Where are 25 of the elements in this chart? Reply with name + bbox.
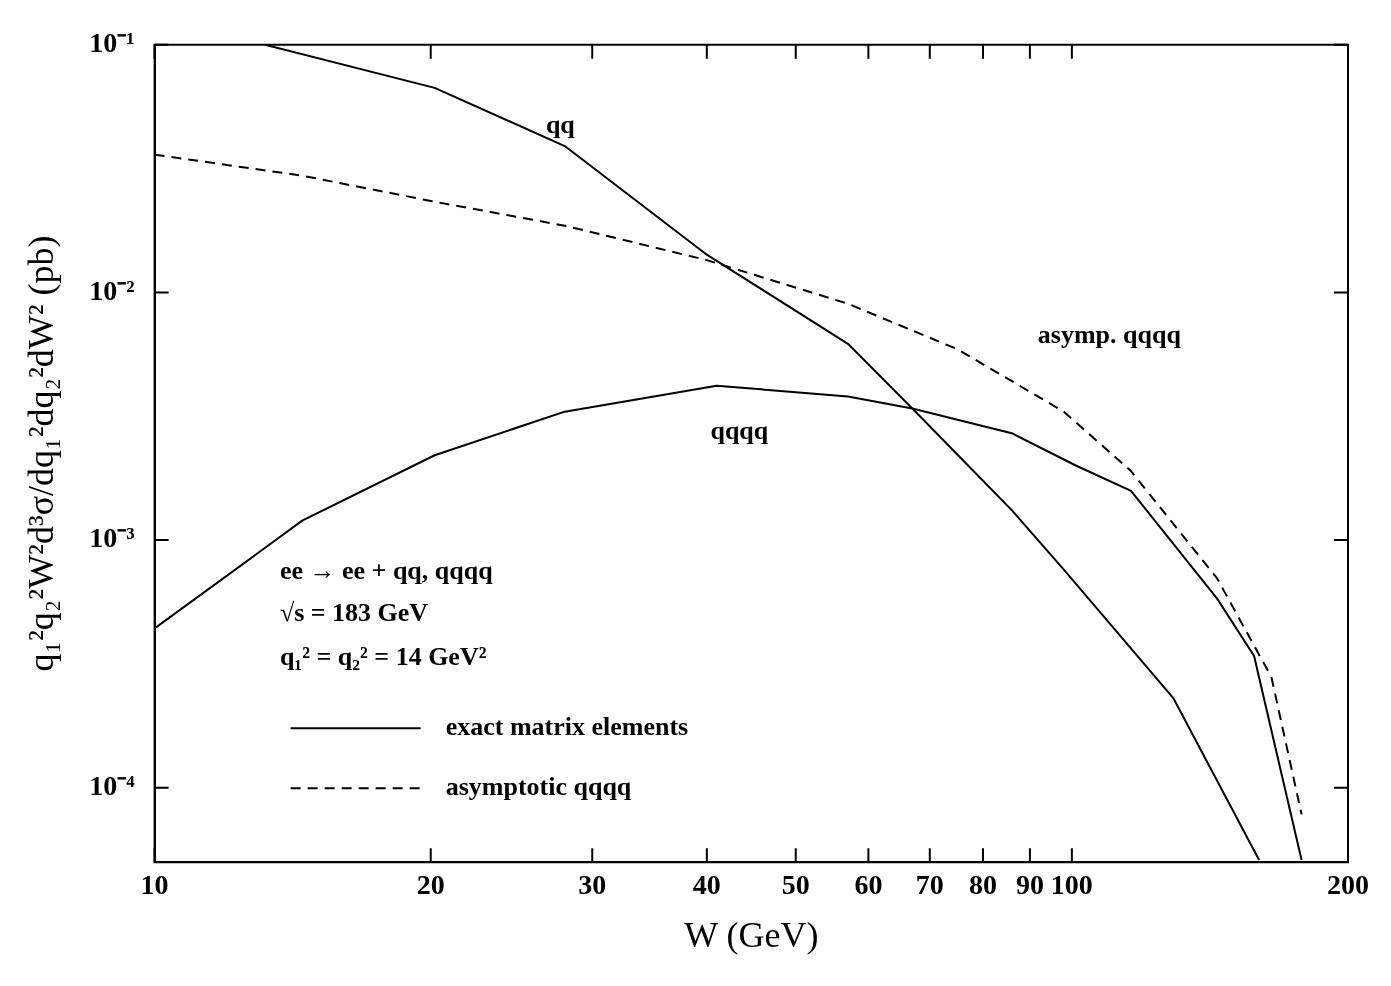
x-tick-label: 10: [140, 869, 169, 901]
y-axis-title: q₁²q₂²W²d³σ/dq₁²dq₂²dW² (pb): [21, 235, 62, 672]
y-tick-label: 10⁻²: [89, 274, 135, 306]
x-tick-label: 80: [968, 869, 997, 901]
x-tick-label: 40: [692, 869, 721, 901]
annotation: qq: [545, 110, 576, 140]
x-tick-label: 30: [578, 869, 607, 901]
x-axis-title: W (GeV): [684, 914, 819, 955]
annotation: ee → ee + qq, qqqq: [279, 555, 494, 585]
annotation: √s = 183 GeV: [279, 598, 429, 628]
y-tick-label: 10⁻¹: [89, 27, 135, 59]
annotation: asymp. qqqq: [1037, 320, 1182, 350]
annotation: qqqq: [710, 415, 769, 445]
x-tick-label: 200: [1327, 869, 1369, 901]
y-tick-label: 10⁻⁴: [89, 769, 136, 801]
x-tick-label: 100: [1050, 869, 1093, 901]
legend-label: asymptotic qqqq: [445, 771, 632, 801]
x-tick-label: 70: [915, 869, 944, 901]
annotation: q₁² = q₂² = 14 GeV²: [279, 642, 487, 672]
x-tick-label: 60: [854, 869, 883, 901]
legend-label: exact matrix elements: [445, 711, 689, 741]
x-tick-label: 90: [1015, 869, 1044, 901]
x-tick-label: 50: [781, 869, 810, 901]
y-tick-label: 10⁻³: [89, 522, 135, 554]
x-tick-label: 20: [416, 869, 445, 901]
